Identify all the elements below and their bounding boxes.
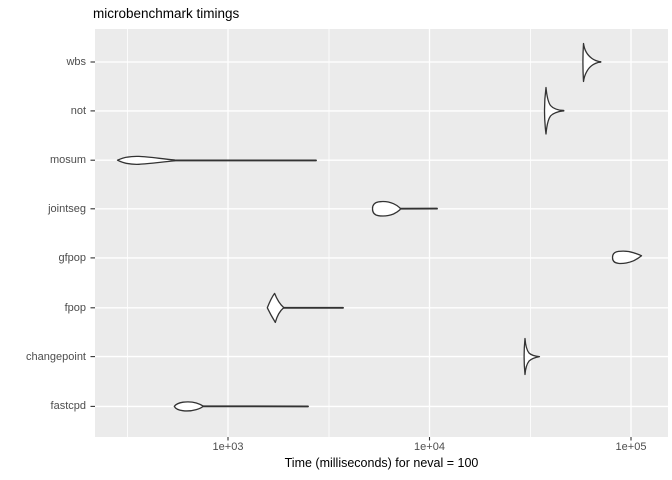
y-axis-label-gfpop: gfpop — [58, 251, 86, 264]
violin-changepoint — [523, 337, 541, 376]
x-axis-tick-label: 1e+04 — [414, 441, 445, 453]
y-axis-label-not: not — [70, 104, 86, 117]
violin-gfpop — [611, 250, 643, 265]
y-axis-label-fastcpd: fastcpd — [50, 400, 86, 413]
panel-background — [95, 29, 668, 437]
y-axis-label-jointseg: jointseg — [48, 202, 86, 215]
violin-fpop — [266, 292, 285, 324]
plot-title: microbenchmark timings — [93, 6, 240, 21]
violin-wbs — [582, 42, 602, 83]
y-axis-label-changepoint: changepoint — [26, 350, 86, 363]
x-axis-tick-label: 1e+03 — [212, 441, 244, 453]
violin-fastcpd — [173, 401, 204, 412]
y-axis-label-wbs: wbs — [66, 56, 86, 68]
violin-jointseg — [371, 200, 401, 217]
y-axis-label-fpop: fpop — [64, 301, 86, 314]
x-axis-title: Time (milliseconds) for neval = 100 — [284, 456, 479, 470]
x-axis-tick-label: 1e+05 — [615, 441, 647, 453]
y-axis-label-mosum: mosum — [49, 154, 86, 167]
violin-not — [543, 86, 565, 135]
violin-mosum — [116, 155, 176, 165]
